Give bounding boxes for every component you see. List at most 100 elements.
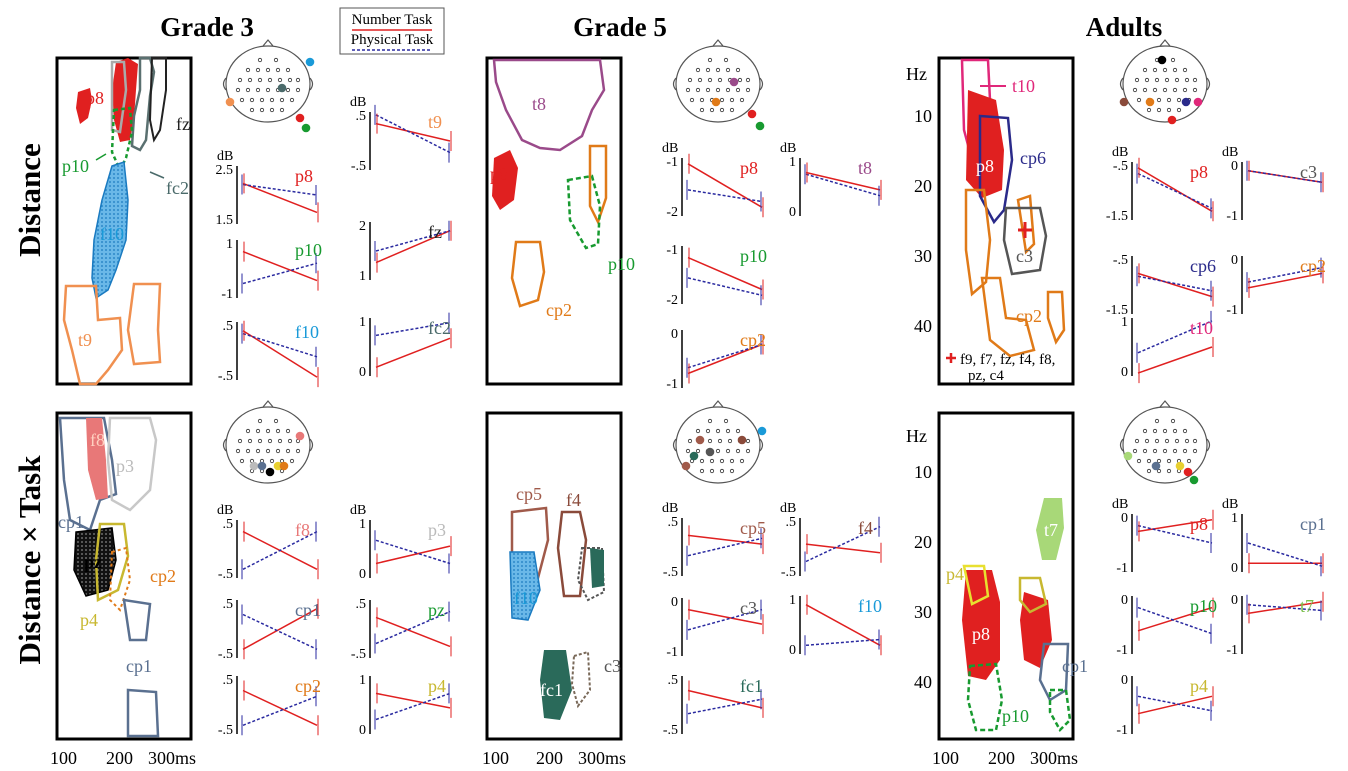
electrode — [1166, 97, 1172, 103]
electrode — [265, 67, 271, 73]
y-tick-10-1: 10 — [914, 106, 932, 126]
electrode — [255, 67, 261, 73]
clusters-g5-dxt: cp5 f4 f10 fc1 c3 — [509, 484, 621, 720]
mini-label: p10 — [1190, 596, 1217, 616]
mini-tick-top: .5 — [223, 597, 234, 612]
nose — [712, 39, 724, 47]
electrode — [745, 77, 751, 83]
physical-task-line — [375, 114, 451, 154]
physical-task-line — [242, 262, 318, 285]
number-task-line — [375, 545, 451, 565]
number-task-line — [242, 330, 318, 378]
mini-plot-g5d-cp2: 0 -1 cp2 — [666, 327, 766, 392]
heatmap-g5-dxt — [485, 411, 623, 741]
physical-task-line — [375, 229, 451, 252]
hm-ad-note-2: pz, c4 — [968, 368, 1004, 384]
electrode — [685, 448, 691, 454]
mini-label: p4 — [1190, 676, 1208, 696]
mini-tick-bottom: 0 — [359, 567, 366, 582]
hm-g5d-cp2: cp2 — [546, 300, 572, 320]
electrode — [1156, 97, 1162, 103]
mini-tick-bottom: -1 — [1116, 643, 1128, 658]
hm-ad-cp2: cp2 — [1016, 306, 1042, 326]
electrode — [697, 77, 703, 83]
electrode — [259, 107, 265, 113]
x-axis-adults: 100 200 300ms — [932, 748, 1078, 768]
mini-label: p3 — [428, 520, 446, 540]
electrode — [257, 57, 263, 63]
physical-task-line — [375, 692, 451, 721]
electrode — [269, 458, 275, 464]
mini-tick-top: 1 — [359, 315, 366, 330]
mini-label: p4 — [428, 676, 446, 696]
heatmap-adults-distance — [937, 56, 1075, 386]
mini-label: fz — [428, 222, 442, 242]
electrode-highlight — [1181, 97, 1191, 107]
hm-g5d-t8: t8 — [532, 94, 546, 114]
clusters-g3-distance: p8 fz p10 fc2 f10 t9 — [62, 56, 190, 386]
number-task-line — [805, 171, 881, 191]
mini-label: t8 — [858, 158, 872, 178]
mini-tick-top: .5 — [223, 517, 234, 532]
hm-g3x-p3: p3 — [116, 456, 134, 476]
electrode — [1164, 438, 1170, 444]
number-task-line — [1137, 272, 1213, 298]
electrode — [737, 77, 743, 83]
mini-tick-bottom: -.5 — [351, 159, 366, 174]
number-task-line — [805, 604, 881, 646]
electrode-highlight — [737, 435, 747, 445]
x-tick-200-g3: 200 — [106, 748, 133, 768]
electrode — [715, 87, 721, 93]
mini-tick-bottom: -.5 — [351, 647, 366, 662]
mini-tick-top: .5 — [356, 597, 367, 612]
electrode-highlight — [301, 123, 311, 133]
physical-task-line — [1137, 606, 1213, 635]
electrode — [265, 87, 271, 93]
mini-tick-bottom: 0 — [789, 205, 796, 220]
y-axis-adults-dxt: Hz 10 20 30 40 — [906, 426, 932, 692]
electrode — [1152, 67, 1158, 73]
electrode — [249, 107, 255, 113]
electrode — [287, 77, 293, 83]
mini-label: p8 — [295, 166, 313, 186]
mini-label: p8 — [1190, 162, 1208, 182]
electrode — [1134, 438, 1140, 444]
electrode — [709, 107, 715, 113]
hm-ad-t10: t10 — [1012, 76, 1035, 96]
electrode — [707, 438, 713, 444]
mini-tick-top: 0 — [1231, 159, 1238, 174]
mini-tick-top: 0 — [671, 327, 678, 342]
electrode — [699, 468, 705, 474]
number-task-line — [1247, 272, 1323, 289]
nose — [1159, 400, 1171, 408]
electrode — [235, 448, 241, 454]
electrode — [1174, 438, 1180, 444]
electrode — [735, 448, 741, 454]
ear-right — [309, 438, 314, 452]
physical-task-line — [687, 277, 763, 297]
clusters-g3-dxt: f8 p3 cp1 pz cp2 p4 cp1 — [58, 416, 176, 738]
ear-left — [672, 438, 677, 452]
mini-plot-g5d-p8: dB-1 -2 p8 — [662, 141, 764, 220]
mini-plot-g5d-t8: dB1 0 t8 — [780, 141, 882, 220]
x-tick-100-g5: 100 — [482, 748, 509, 768]
mini-tick-top: 1 — [359, 673, 366, 688]
electrode — [1152, 448, 1158, 454]
mini-label: cp1 — [295, 600, 321, 620]
electrode — [277, 77, 283, 83]
mini-label: fc1 — [740, 676, 763, 696]
electrode-highlight — [1123, 451, 1133, 461]
physical-task-line — [375, 610, 451, 645]
mini-tick-bottom: -1 — [1226, 643, 1238, 658]
electrode-highlight — [1175, 461, 1185, 471]
hm-adx-t7: t7 — [1044, 520, 1058, 540]
mini-plot-g5x-f10: 1 0 f10 — [789, 593, 882, 658]
x-tick-300-g5: 300ms — [578, 748, 626, 768]
hm-adx-p4: p4 — [946, 564, 964, 584]
mini-label: cp2 — [295, 676, 321, 696]
electrode — [245, 87, 251, 93]
mini-tick-top: .5 — [356, 109, 367, 124]
y-tick-40-1: 40 — [914, 316, 932, 336]
electrode — [247, 438, 253, 444]
heatmap-g3-dxt — [55, 411, 193, 741]
